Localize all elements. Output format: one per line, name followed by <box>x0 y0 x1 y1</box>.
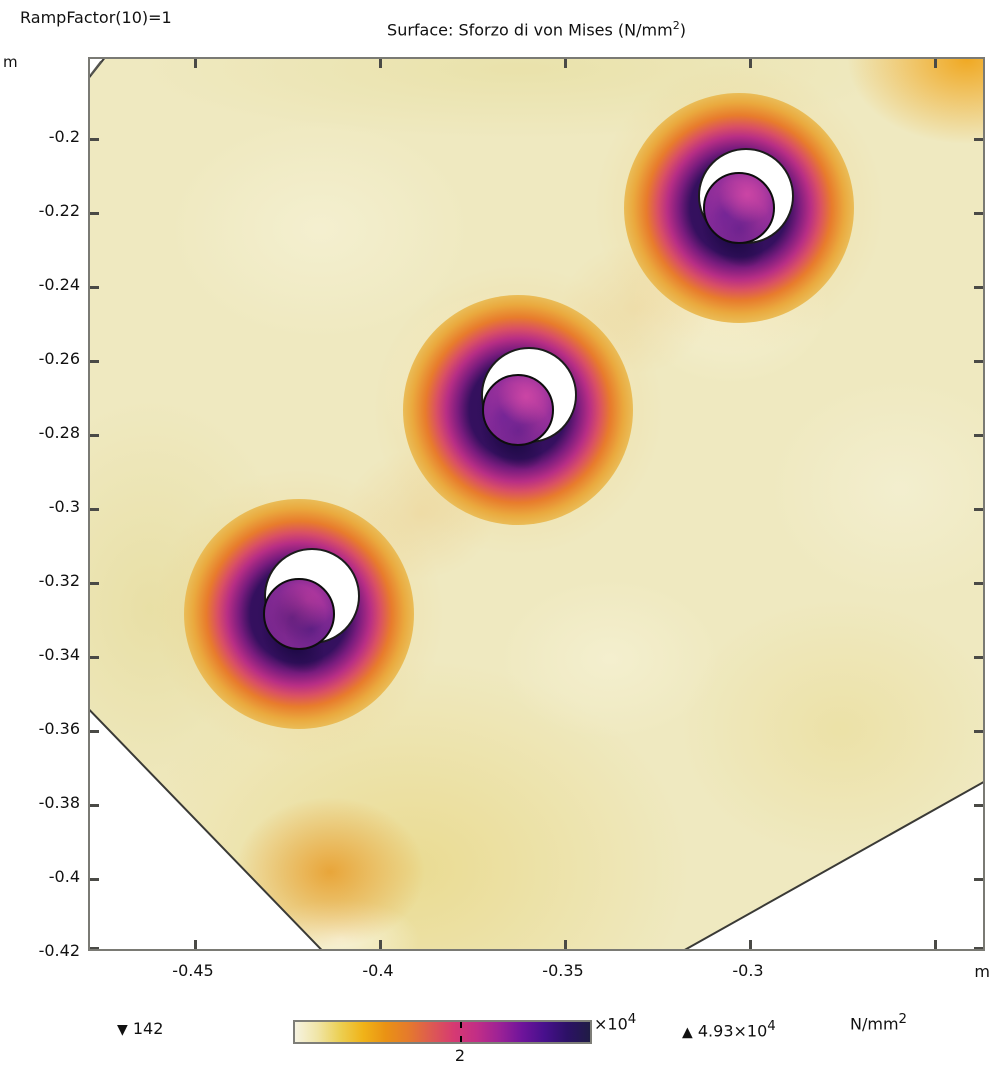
tick-mark <box>974 804 983 807</box>
colorbar-unit: N/mm2 <box>850 1012 907 1033</box>
plot-surface <box>88 57 985 951</box>
tick-mark <box>934 940 937 949</box>
y-tick-label: -0.22 <box>38 201 80 220</box>
y-tick-label: -0.34 <box>38 645 80 664</box>
colorbar-min-marker: ▼ 142 <box>117 1019 163 1038</box>
plot-title-sup: 2 <box>672 19 680 32</box>
y-tick-label: -0.4 <box>48 867 80 886</box>
triangle-down-icon: ▼ <box>117 1022 128 1038</box>
colorbar-tick <box>460 1036 462 1042</box>
parameter-label: RampFactor(10)=1 <box>20 8 172 27</box>
tick-mark <box>974 656 983 659</box>
tick-mark <box>90 286 99 289</box>
y-tick-label: -0.26 <box>38 349 80 368</box>
plot-title: Surface: Sforzo di von Mises (N/mm2) <box>88 19 985 39</box>
y-tick-label: -0.3 <box>48 497 80 516</box>
colorbar-max-marker: ▲ 4.93×104 <box>682 1019 776 1040</box>
bolt-pin <box>482 374 554 446</box>
plot-title-text: Surface: Sforzo di von Mises (N/mm <box>387 20 673 40</box>
bolt-pin <box>263 578 335 650</box>
bolt-pin <box>703 172 775 244</box>
scale-text: ×10 <box>594 1014 628 1034</box>
y-tick-label: -0.2 <box>48 127 80 146</box>
colorbar-min-value: 142 <box>132 1019 164 1038</box>
tick-mark <box>90 878 99 881</box>
unit-sup: 2 <box>898 1012 908 1027</box>
tick-mark <box>934 59 937 68</box>
tick-mark <box>564 59 567 68</box>
y-tick-label: -0.32 <box>38 571 80 590</box>
tick-mark <box>974 947 983 949</box>
colorbar-tick <box>460 1022 462 1028</box>
tick-mark <box>974 582 983 585</box>
tick-mark <box>90 434 99 437</box>
tick-mark <box>974 730 983 733</box>
x-tick-label: -0.3 <box>732 961 764 980</box>
colorbar-max-sup: 4 <box>767 1019 776 1034</box>
x-tick-label: -0.4 <box>362 961 394 980</box>
colorbar-tick-label: 2 <box>454 1046 466 1065</box>
colorbar-scale-label: ×104 <box>594 1012 636 1033</box>
tick-mark <box>90 804 99 807</box>
tick-mark <box>90 138 99 141</box>
triangle-up-icon: ▲ <box>682 1024 693 1041</box>
y-tick-label: -0.36 <box>38 719 80 738</box>
x-axis-unit: m <box>974 962 990 981</box>
colorbar-max-value: 4.93×10 <box>697 1021 768 1041</box>
tick-mark <box>379 940 382 949</box>
tick-mark <box>974 212 983 215</box>
tick-mark <box>974 138 983 141</box>
y-tick-label: -0.24 <box>38 275 80 294</box>
tick-mark <box>90 656 99 659</box>
tick-mark <box>90 730 99 733</box>
tick-mark <box>564 940 567 949</box>
tick-mark <box>90 582 99 585</box>
colorbar <box>293 1020 592 1044</box>
tick-mark <box>974 878 983 881</box>
scale-sup: 4 <box>627 1012 637 1027</box>
tick-mark <box>194 59 197 68</box>
tick-mark <box>90 947 99 949</box>
tick-mark <box>90 212 99 215</box>
tick-mark <box>90 508 99 511</box>
tick-mark <box>194 940 197 949</box>
stress-hotspot-corner <box>847 59 983 144</box>
y-tick-label: -0.42 <box>38 941 80 960</box>
tick-mark <box>974 508 983 511</box>
tick-mark <box>974 434 983 437</box>
unit-text: N/mm <box>850 1014 899 1034</box>
tick-mark <box>749 940 752 949</box>
y-tick-label: -0.38 <box>38 793 80 812</box>
tick-mark <box>974 360 983 363</box>
colorbar-gradient <box>295 1022 590 1042</box>
plot-title-close: ) <box>679 20 686 40</box>
x-tick-label: -0.45 <box>172 961 214 980</box>
y-axis-unit: m <box>3 53 18 71</box>
tick-mark <box>90 360 99 363</box>
tick-mark <box>379 59 382 68</box>
stress-field-light-patch <box>770 379 983 599</box>
y-tick-label: -0.28 <box>38 423 80 442</box>
stress-field-light-patch <box>500 579 720 739</box>
tick-mark <box>974 286 983 289</box>
x-tick-label: -0.35 <box>542 961 584 980</box>
tick-mark <box>749 59 752 68</box>
